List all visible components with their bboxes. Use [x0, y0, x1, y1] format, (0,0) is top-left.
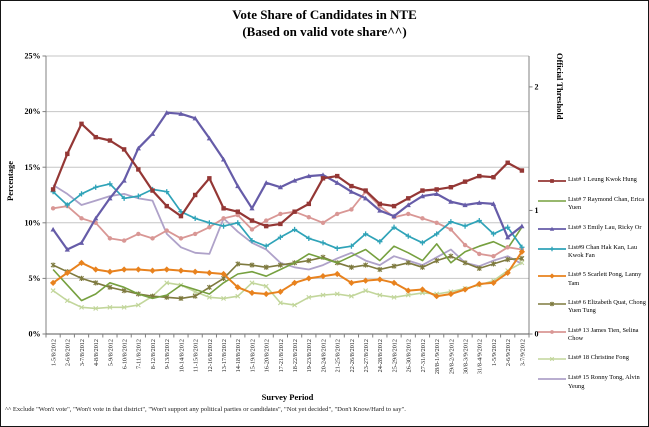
legend-item-5: List# 5 Scarlett Pong, Lanny Tam — [538, 271, 648, 288]
x-axis-tick-label: 19-23/8/2012 — [306, 339, 313, 372]
x-axis-tick-label: 25-29/8/2012 — [391, 339, 398, 372]
legend-label: List# 5 Scarlett Pong, Lanny Tam — [568, 271, 642, 287]
legend-swatch — [538, 301, 566, 307]
chart-title-line2: (Based on valid vote share^^) — [242, 23, 407, 39]
legend-label: List# 7 Raymond Chan, Erica Yuen — [568, 196, 645, 212]
legend-swatch — [538, 329, 566, 334]
legend-label: List# 6 Elizabeth Quat, Chong Yuen Tung — [568, 298, 646, 315]
legend-label: List# 13 James Tien, Selina Chow — [568, 326, 639, 342]
x-axis-tick-label: 1-5/9/2012 — [491, 339, 498, 366]
x-axis-tick-label: 1-5/8/2012 — [51, 339, 58, 366]
x-axis-tick-label: 24-28/8/2012 — [377, 339, 384, 372]
legend-item-9: List# 15 Ronny Tong, Alvin Yeung — [538, 374, 648, 391]
y-axis-tick-label: 10% — [25, 218, 41, 227]
y-axis-tick-label: 0% — [29, 330, 41, 339]
legend-swatch — [538, 246, 566, 251]
secondary-y-axis-tick-label: 0 — [535, 330, 539, 339]
x-axis-tick-label: 6-10/8/2012 — [122, 339, 129, 369]
x-axis-tick-label: 7-11/8/2012 — [136, 339, 143, 369]
y-axis-tick-label: 20% — [25, 107, 41, 116]
x-axis-tick-label: 18-22/8/2012 — [292, 339, 299, 372]
legend-item-6: List# 6 Elizabeth Quat, Chong Yuen Tung — [538, 299, 648, 316]
x-axis-tick-label: 16-20/8/2012 — [264, 339, 271, 372]
legend-label: List#9 Chan Hak Kan, Lau Kwok Fan — [568, 243, 638, 259]
x-axis-tick-label: 15-19/8/2012 — [249, 339, 256, 372]
legend-label: List# 18 Christine Fong — [568, 354, 629, 362]
legend-label: List# 3 Emily Lau, Ricky Or — [568, 223, 642, 231]
legend-label: List# 15 Ronny Tong, Alvin Yeung — [568, 374, 640, 390]
chart-title: Vote Share of Candidates in NTE (Based o… — [1, 7, 648, 41]
x-axis-tick-label: 9-13/8/2012 — [164, 339, 171, 369]
x-axis-tick-label: 5-9/8/2012 — [107, 339, 114, 366]
legend-item-3: List# 3 Emily Lau, Ricky Or — [538, 224, 648, 233]
x-axis-tick-label: 2-6/8/2012 — [65, 339, 72, 366]
series-2 — [52, 226, 523, 302]
secondary-y-axis-tick-label: 2 — [535, 82, 539, 91]
y-axis-tick-label: 25% — [25, 52, 41, 61]
y-axis-tick-label: 5% — [29, 274, 41, 283]
secondary-y-axis-tick-label: 1 — [535, 206, 539, 215]
x-axis-tick-label: 22-26/8/2012 — [349, 339, 356, 372]
series-5 — [49, 248, 526, 300]
secondary-y-axis-title: Official Threshold — [555, 53, 565, 120]
legend-item-8: List# 18 Christine Fong — [538, 354, 648, 363]
series-3 — [50, 110, 525, 252]
series-8 — [50, 260, 525, 311]
x-axis-tick-label: 4-8/8/2012 — [93, 339, 100, 366]
legend-swatch — [538, 378, 566, 381]
legend-swatch — [538, 179, 566, 183]
x-axis-tick-label: 11-15/8/2012 — [193, 339, 200, 372]
legend-label: List# 1 Leung Kwok Hung — [568, 176, 637, 183]
series-6 — [50, 253, 525, 302]
footnote: ^^ Exclude "Won't vote", "Won't vote in … — [5, 406, 406, 413]
legend-item-1: List# 1 Leung Kwok Hung — [538, 176, 648, 185]
x-axis-tick-label: 29/8-2/9/2012 — [448, 339, 455, 374]
x-axis-tick-label: 3-7/8/2012 — [79, 339, 86, 366]
x-axis-tick-label: 13-17/8/2012 — [221, 339, 228, 372]
x-axis-title: Survey Period — [261, 392, 314, 402]
x-axis-tick-label: 26-30/8/2012 — [406, 339, 413, 372]
x-axis-tick-label: 8-12/8/2012 — [150, 339, 157, 369]
x-axis-tick-label: 31/8-4/9/2012 — [477, 339, 484, 374]
x-axis-tick-label: 20-24/8/2012 — [320, 339, 327, 372]
series-1 — [50, 121, 525, 229]
x-axis-tick-label: 10-14/8/2012 — [178, 339, 185, 372]
y-axis-title: Percentage — [5, 161, 15, 201]
legend-swatch — [538, 273, 566, 279]
legend-swatch — [538, 357, 566, 362]
legend-swatch — [538, 226, 566, 231]
series-4 — [50, 181, 525, 251]
x-axis-tick-label: 3-7/9/2012 — [519, 339, 526, 366]
legend: List# 1 Leung Kwok Hung List# 7 Raymond C… — [538, 176, 648, 391]
x-axis-tick-label: 14-18/8/2012 — [235, 339, 242, 372]
y-axis-tick-label: 15% — [25, 163, 41, 172]
x-axis-tick-label: 2-6/9/2012 — [505, 339, 512, 366]
series-7 — [50, 189, 525, 259]
x-axis-tick-label: 12-16/8/2012 — [207, 339, 214, 372]
legend-item-4: List#9 Chan Hak Kan, Lau Kwok Fan — [538, 244, 648, 261]
x-axis-tick-label: 27-31/8/2012 — [420, 339, 427, 372]
legend-swatch — [538, 200, 566, 202]
chart-title-line1: Vote Share of Candidates in NTE — [232, 7, 417, 22]
x-axis-tick-label: 28/8-1/9/2012 — [434, 339, 441, 374]
x-axis-tick-label: 21-25/8/2012 — [335, 339, 342, 372]
legend-item-7: List# 13 James Tien, Selina Chow — [538, 327, 648, 344]
x-axis-tick-label: 23-27/8/2012 — [363, 339, 370, 372]
x-axis-tick-label: 30/8-3/9/2012 — [462, 339, 469, 374]
x-axis-tick-label: 17-21/8/2012 — [278, 339, 285, 372]
legend-item-2: List# 7 Raymond Chan, Erica Yuen — [538, 196, 648, 213]
